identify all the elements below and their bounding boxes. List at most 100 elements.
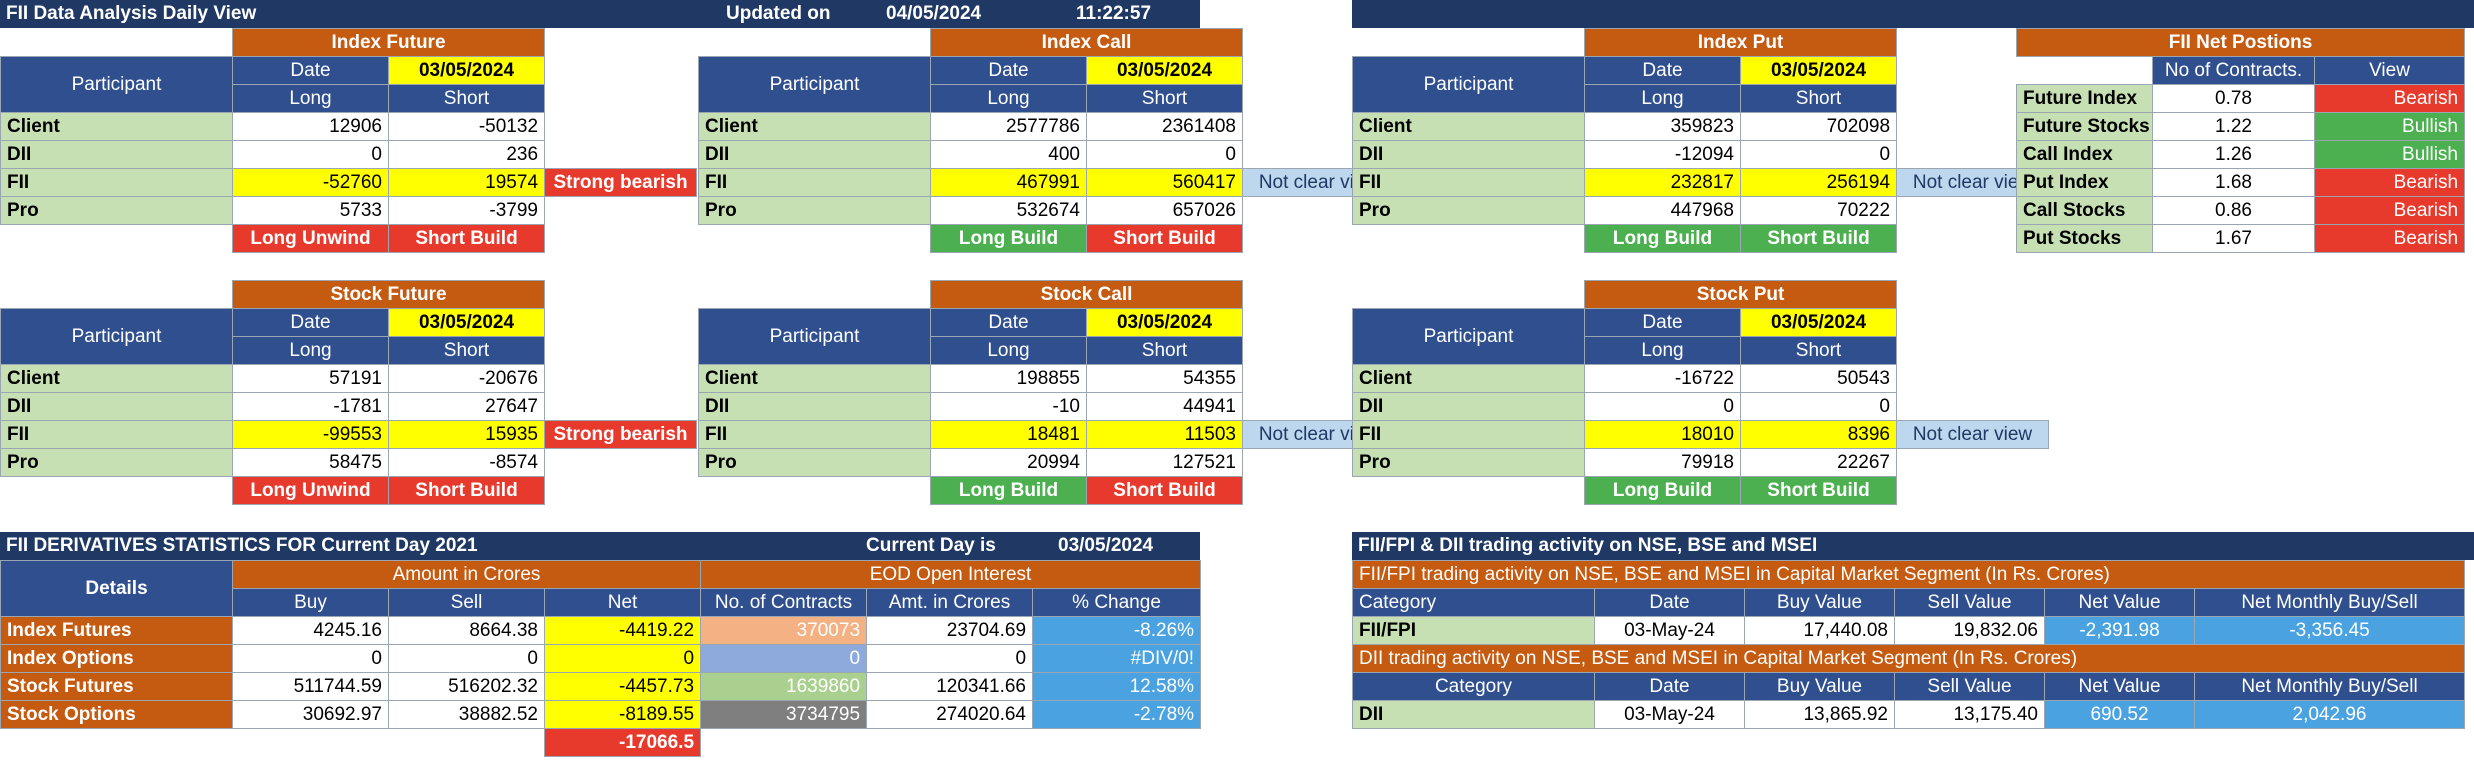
short-value: 44941 (1086, 392, 1243, 421)
long-value: 12906 (232, 112, 389, 141)
net-position-value: 1.26 (2152, 140, 2315, 169)
derivative-row: Index Futures 4245.16 8664.38 -4419.22 37007… (0, 616, 1202, 645)
derivative-buy: 30692.97 (232, 700, 389, 729)
derivative-amt: 0 (866, 644, 1034, 673)
participant-name: Client (0, 364, 233, 393)
net-position-view: Bullish (2313, 140, 2466, 169)
derivatives-title: FII DERIVATIVES STATISTICS FOR Current D… (6, 535, 478, 556)
participant-name: Client (0, 112, 233, 141)
participant-name: Client (698, 112, 931, 141)
participant-row-client: Client 57191 -20676 (0, 364, 697, 393)
participant-header: Participant (0, 56, 233, 113)
participant-name: Pro (1352, 448, 1585, 477)
long-status-badge: Long Unwind (232, 476, 389, 505)
activity-table: FII/FPI trading activity on NSE, BSE and… (1352, 560, 2465, 729)
participant-name: Client (1352, 364, 1585, 393)
derivative-name: Index Futures (0, 616, 233, 645)
col-contracts: No. of Contracts (700, 588, 868, 617)
long-value: 58475 (232, 448, 389, 477)
header-bar-right (1352, 0, 2474, 28)
long-status-badge: Long Build (1584, 476, 1741, 505)
participant-name: FII (0, 420, 233, 449)
short-value: 15935 (388, 420, 545, 449)
derivatives-bar: FII DERIVATIVES STATISTICS FOR Current D… (0, 532, 1200, 560)
updated-time: 11:22:57 (1076, 3, 1152, 24)
net-position-name: Future Stocks (2016, 112, 2153, 141)
act-col-monthly: Net Monthly Buy/Sell (2194, 588, 2465, 617)
act-col-date: Date (1594, 588, 1745, 617)
short-value: 560417 (1086, 168, 1243, 197)
net-positions-title: FII Net Postions (2015, 28, 2466, 57)
total-net: -17066.5 (543, 728, 702, 757)
participant-row-pro: Pro 447968 70222 (1352, 196, 2049, 225)
derivative-net: 0 (543, 644, 702, 673)
long-status-badge: Long Build (930, 224, 1087, 253)
participant-row-fii: FII -52760 19574 Strong bearish (0, 168, 698, 197)
col-amt: Amt. in Crores (866, 588, 1034, 617)
participant-name: Client (698, 364, 931, 393)
short-header: Short (387, 84, 546, 113)
short-value: 127521 (1086, 448, 1243, 477)
long-value: 79918 (1584, 448, 1741, 477)
participant-row-pro: Pro 532674 657026 (698, 196, 1395, 225)
long-value: -99553 (232, 420, 389, 449)
derivative-buy: 0 (232, 644, 389, 673)
participant-row-fii: FII 232817 256194 Not clear view (1352, 168, 2050, 197)
act-col-sell-2: Sell Value (1894, 672, 2045, 701)
long-value: -52760 (232, 168, 389, 197)
short-value: 0 (1086, 140, 1243, 169)
date-label: Date (1584, 56, 1741, 85)
net-position-value: 1.67 (2152, 224, 2315, 253)
table-title: Index Call (930, 28, 1243, 57)
participant-header: Participant (698, 56, 931, 113)
derivative-pct: -2.78% (1032, 700, 1202, 729)
header-bar: FII Data Analysis Daily View Updated on … (0, 0, 1200, 28)
derivative-contracts: 370073 (700, 616, 868, 645)
long-value: -12094 (1584, 140, 1741, 169)
participant-row-pro: Pro 5733 -3799 (0, 196, 697, 225)
date-label: Date (930, 308, 1087, 337)
table-title: Index Future (231, 28, 546, 57)
date-value: 03/05/2024 (1740, 308, 1897, 337)
derivative-amt: 120341.66 (866, 672, 1034, 701)
act-col-net: Net Value (2044, 588, 2195, 617)
derivative-row: Stock Futures 511744.59 516202.32 -4457.73 1… (0, 672, 1202, 701)
date-value: 03/05/2024 (1086, 56, 1243, 85)
short-value: 657026 (1086, 196, 1243, 225)
current-day-value: 03/05/2024 (1058, 535, 1154, 556)
participant-row-fii: FII 467991 560417 Not clear view (698, 168, 1395, 197)
long-header: Long (232, 336, 389, 365)
derivative-contracts: 1639860 (700, 672, 868, 701)
col-net: Net (543, 588, 702, 617)
participant-name: FII (1352, 168, 1585, 197)
date-value: 03/05/2024 (387, 56, 546, 85)
short-value: 702098 (1739, 112, 1898, 141)
net-position-name: Call Stocks (2016, 196, 2153, 225)
derivative-name: Stock Options (0, 700, 233, 729)
dii-date: 03-May-24 (1594, 700, 1745, 729)
fii-sell: 19,832.06 (1894, 616, 2045, 645)
fii-buy: 17,440.08 (1744, 616, 1895, 645)
participant-row-client: Client 198855 54355 (698, 364, 1395, 393)
short-value: 0 (1739, 140, 1898, 169)
short-value: 8396 (1740, 420, 1897, 449)
fii-activity-subtitle: FII/FPI trading activity on NSE, BSE and… (1352, 560, 2465, 589)
long-value: 5733 (232, 196, 389, 225)
long-value: 359823 (1584, 112, 1741, 141)
col-pct: % Change (1032, 588, 1202, 617)
short-header: Short (1739, 84, 1898, 113)
activity-bar: FII/FPI & DII trading activity on NSE, B… (1352, 532, 2474, 560)
short-value: 54355 (1086, 364, 1243, 393)
participant-name: Pro (0, 448, 233, 477)
page-title: FII Data Analysis Daily View (6, 3, 257, 24)
short-value: 11503 (1086, 420, 1243, 449)
act-col-net-2: Net Value (2044, 672, 2195, 701)
dii-net: 690.52 (2044, 700, 2195, 729)
fii-monthly: -3,356.45 (2194, 616, 2465, 645)
derivative-sell: 516202.32 (388, 672, 545, 701)
participant-row-client: Client 12906 -50132 (0, 112, 697, 141)
net-position-name: Future Index (2016, 84, 2153, 113)
participant-header: Participant (1352, 56, 1585, 113)
dii-activity-row: DII 03-May-24 13,865.92 13,175.40 690.52… (1352, 700, 2465, 729)
table-title: Stock Put (1584, 280, 1897, 309)
